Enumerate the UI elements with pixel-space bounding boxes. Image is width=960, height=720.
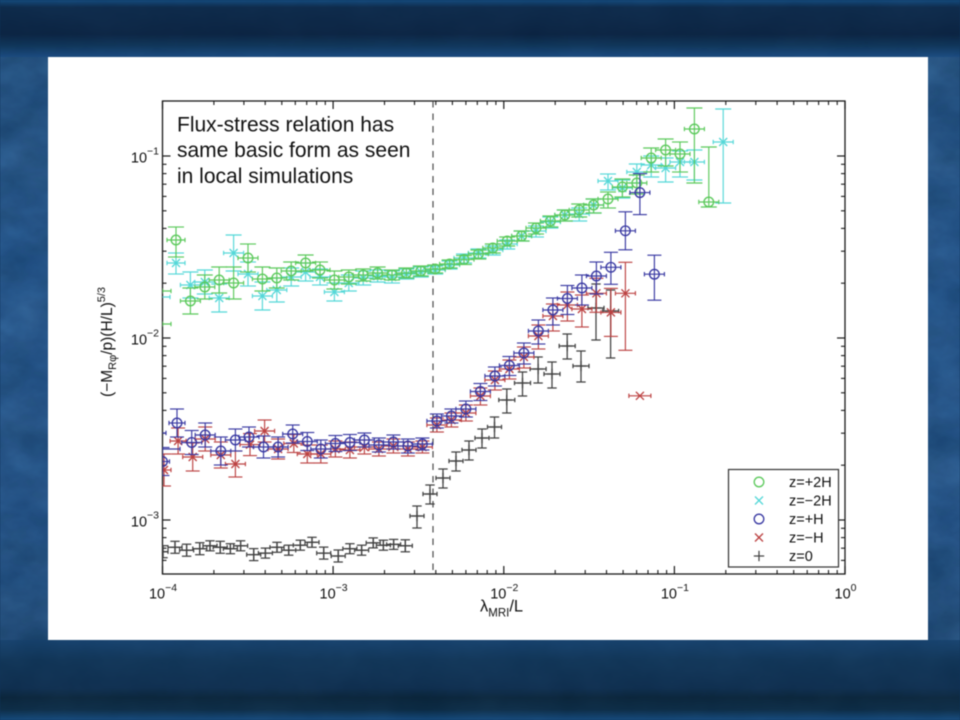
svg-text:z=+H: z=+H (789, 512, 824, 528)
svg-text:z=−H: z=−H (789, 531, 824, 547)
svg-text:Flux-stress relation has: Flux-stress relation has (177, 114, 394, 137)
svg-text:z=0: z=0 (789, 549, 813, 565)
svg-text:same basic form as seen: same basic form as seen (177, 139, 410, 162)
svg-text:z=+2H: z=+2H (789, 475, 832, 491)
svg-text:in local simulations: in local simulations (177, 165, 353, 188)
svg-text:(−MRφ/p)(H/L)5/3: (−MRφ/p)(H/L)5/3 (96, 287, 119, 397)
svg-text:z=−2H: z=−2H (789, 494, 832, 510)
